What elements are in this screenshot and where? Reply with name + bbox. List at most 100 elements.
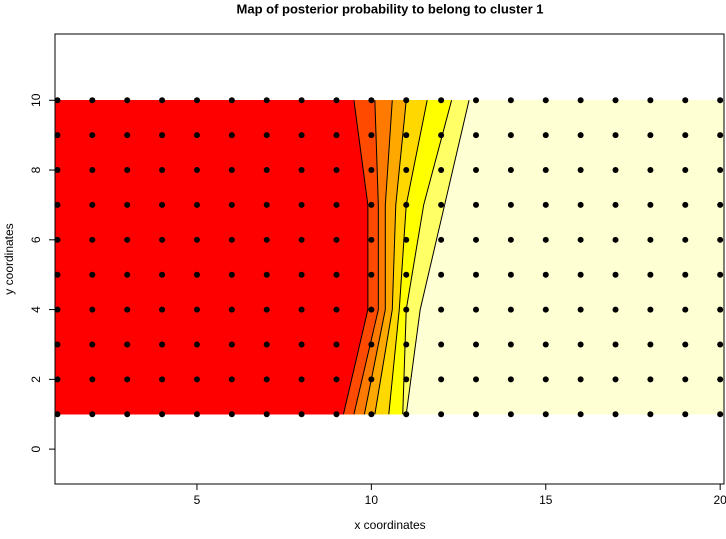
grid-point (612, 306, 619, 313)
grid-point (159, 411, 166, 418)
grid-point (647, 411, 654, 418)
grid-point (368, 167, 375, 174)
grid-point (682, 411, 689, 418)
grid-point (717, 132, 724, 139)
grid-point (124, 341, 131, 348)
grid-point (473, 132, 480, 139)
grid-point (542, 341, 549, 348)
grid-point (682, 271, 689, 278)
grid-point (263, 201, 270, 208)
grid-point (54, 376, 61, 383)
grid-point (647, 132, 654, 139)
grid-point (647, 306, 654, 313)
grid-point (647, 97, 654, 104)
grid-point (228, 306, 235, 313)
grid-point (333, 132, 340, 139)
grid-point (438, 341, 445, 348)
grid-point (577, 97, 584, 104)
grid-point (159, 201, 166, 208)
grid-point (124, 167, 131, 174)
grid-point (333, 201, 340, 208)
grid-point (193, 201, 200, 208)
grid-point (717, 306, 724, 313)
grid-point (333, 271, 340, 278)
grid-point (89, 236, 96, 243)
grid-point (682, 236, 689, 243)
grid-point (682, 132, 689, 139)
grid-point (228, 236, 235, 243)
y-tick-label: 4 (29, 306, 43, 313)
grid-point (159, 132, 166, 139)
grid-point (403, 236, 410, 243)
grid-point (473, 376, 480, 383)
grid-point (54, 341, 61, 348)
grid-point (542, 167, 549, 174)
grid-point (193, 271, 200, 278)
grid-point (159, 167, 166, 174)
grid-point (403, 271, 410, 278)
y-tick-label: 2 (29, 376, 43, 383)
grid-point (228, 271, 235, 278)
grid-point (438, 236, 445, 243)
grid-point (159, 376, 166, 383)
grid-point (159, 271, 166, 278)
grid-point (228, 376, 235, 383)
probability-band (54, 100, 369, 415)
grid-point (403, 97, 410, 104)
grid-point (124, 201, 131, 208)
grid-point (368, 411, 375, 418)
grid-point (263, 306, 270, 313)
grid-point (403, 132, 410, 139)
grid-point (507, 411, 514, 418)
grid-point (193, 167, 200, 174)
grid-point (473, 167, 480, 174)
grid-point (647, 376, 654, 383)
grid-point (507, 306, 514, 313)
grid-point (159, 306, 166, 313)
grid-point (577, 167, 584, 174)
grid-point (403, 376, 410, 383)
grid-point (438, 97, 445, 104)
grid-point (403, 306, 410, 313)
contour-line (388, 100, 428, 415)
grid-point (333, 341, 340, 348)
grid-point (263, 341, 270, 348)
grid-point (263, 236, 270, 243)
grid-point (193, 306, 200, 313)
grid-point (263, 271, 270, 278)
grid-point (473, 341, 480, 348)
grid-point (89, 411, 96, 418)
grid-point (612, 132, 619, 139)
grid-point (298, 376, 305, 383)
grid-point (193, 341, 200, 348)
x-tick-label: 20 (713, 493, 726, 507)
y-tick-label: 6 (29, 236, 43, 243)
grid-point (193, 236, 200, 243)
grid-point (542, 132, 549, 139)
grid-point (647, 271, 654, 278)
grid-point (473, 201, 480, 208)
grid-point (438, 201, 445, 208)
grid-point (193, 132, 200, 139)
grid-point (542, 376, 549, 383)
grid-point (228, 201, 235, 208)
grid-point (89, 201, 96, 208)
grid-point (333, 306, 340, 313)
grid-point (473, 306, 480, 313)
grid-point (438, 411, 445, 418)
grid-point (438, 376, 445, 383)
grid-point (507, 236, 514, 243)
contour-line (374, 100, 407, 415)
grid-point (612, 167, 619, 174)
grid-point (577, 411, 584, 418)
grid-point (159, 97, 166, 104)
contour-line (353, 100, 379, 415)
grid-point (298, 341, 305, 348)
grid-point (263, 167, 270, 174)
grid-point (682, 306, 689, 313)
grid-point (124, 306, 131, 313)
grid-point (612, 271, 619, 278)
y-axis-label: y coordinates (2, 223, 16, 294)
x-tick-label: 5 (194, 493, 201, 507)
grid-point (612, 341, 619, 348)
